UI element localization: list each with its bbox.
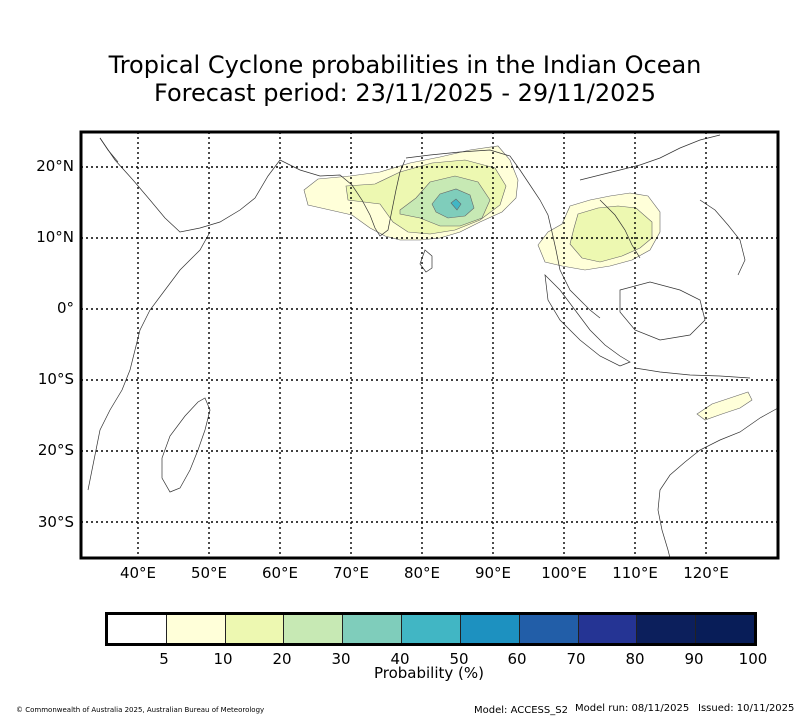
lat-label-20n: 20°N: [36, 157, 74, 175]
colorbar-tick-80: 80: [625, 650, 645, 668]
coastline-arabia-india: [99, 137, 406, 237]
lon-label-110e: 110°E: [612, 564, 658, 582]
colorbar-swatch-4: [343, 615, 403, 643]
colorbar-tick-60: 60: [507, 650, 527, 668]
lon-label-100e: 100°E: [541, 564, 587, 582]
colorbar-tick-30: 30: [331, 650, 351, 668]
lat-label-20s: 20°S: [37, 441, 74, 459]
model-text: Model: ACCESS_S2: [474, 705, 568, 716]
chart-title-line1: Tropical Cyclone probabilities in the In…: [108, 51, 702, 79]
contour-5-nw-australia: [696, 391, 753, 421]
lat-label-30s: 30°S: [37, 513, 74, 531]
coastline-philippines: [699, 199, 746, 276]
colorbar-tick-100: 100: [738, 650, 768, 668]
coastline-australia: [657, 407, 779, 559]
coastline-indochina: [579, 134, 721, 259]
coastline-madagascar: [161, 397, 211, 493]
coastline-east-africa: [87, 231, 211, 491]
colorbar-swatch-8: [578, 615, 638, 643]
colorbar-swatch-10: [696, 615, 754, 643]
lon-label-50e: 50°E: [190, 564, 228, 582]
colorbar-swatch-6: [460, 615, 520, 643]
lat-label-0: 0°: [56, 299, 74, 317]
lon-label-90e: 90°E: [474, 564, 512, 582]
lon-label-120e: 120°E: [683, 564, 729, 582]
colorbar-tick-5: 5: [159, 650, 169, 668]
colorbar-swatch-9: [637, 615, 697, 643]
coastline-bay-east: [405, 149, 601, 319]
colorbar-swatch-7: [519, 615, 579, 643]
colorbar-tick-40: 40: [390, 650, 410, 668]
lon-label-80e: 80°E: [403, 564, 441, 582]
model-run-text: Model run: 08/11/2025: [575, 703, 690, 714]
coastline-arabia-west: [99, 137, 119, 163]
coastline-borneo-java: [619, 281, 751, 379]
chart-title-line2: Forecast period: 23/11/2025 - 29/11/2025: [154, 79, 656, 107]
colorbar-swatch-5: [402, 615, 461, 643]
colorbar-label: Probability (%): [373, 664, 485, 682]
colorbar-tick-70: 70: [566, 650, 586, 668]
colorbar-tick-50: 50: [449, 650, 469, 668]
colorbar-swatch-2: [225, 615, 285, 643]
lat-label-10n: 10°N: [36, 228, 74, 246]
coastline-sumatra: [544, 274, 631, 367]
graticule: [81, 132, 778, 558]
colorbar-tick-90: 90: [684, 650, 704, 668]
contour-40-bay-of-bengal: [450, 198, 462, 211]
colorbar-tick-20: 20: [272, 650, 292, 668]
lon-label-60e: 60°E: [261, 564, 299, 582]
issued-text: Issued: 10/11/2025: [698, 703, 795, 714]
colorbar-tick-10: 10: [213, 650, 233, 668]
colorbar-swatch-1: [166, 615, 226, 643]
lon-label-70e: 70°E: [332, 564, 370, 582]
lon-label-40e: 40°E: [119, 564, 157, 582]
copyright-text: © Commonwealth of Australia 2025, Austra…: [16, 706, 265, 714]
coastlines: [87, 134, 779, 559]
colorbar: [105, 612, 757, 646]
contour-10-south-china-sea: [569, 205, 653, 263]
colorbar-swatch-0: [108, 615, 167, 643]
lat-label-10s: 10°S: [37, 370, 74, 388]
coastline-sri-lanka: [419, 249, 433, 273]
colorbar-swatch-3: [284, 615, 344, 643]
